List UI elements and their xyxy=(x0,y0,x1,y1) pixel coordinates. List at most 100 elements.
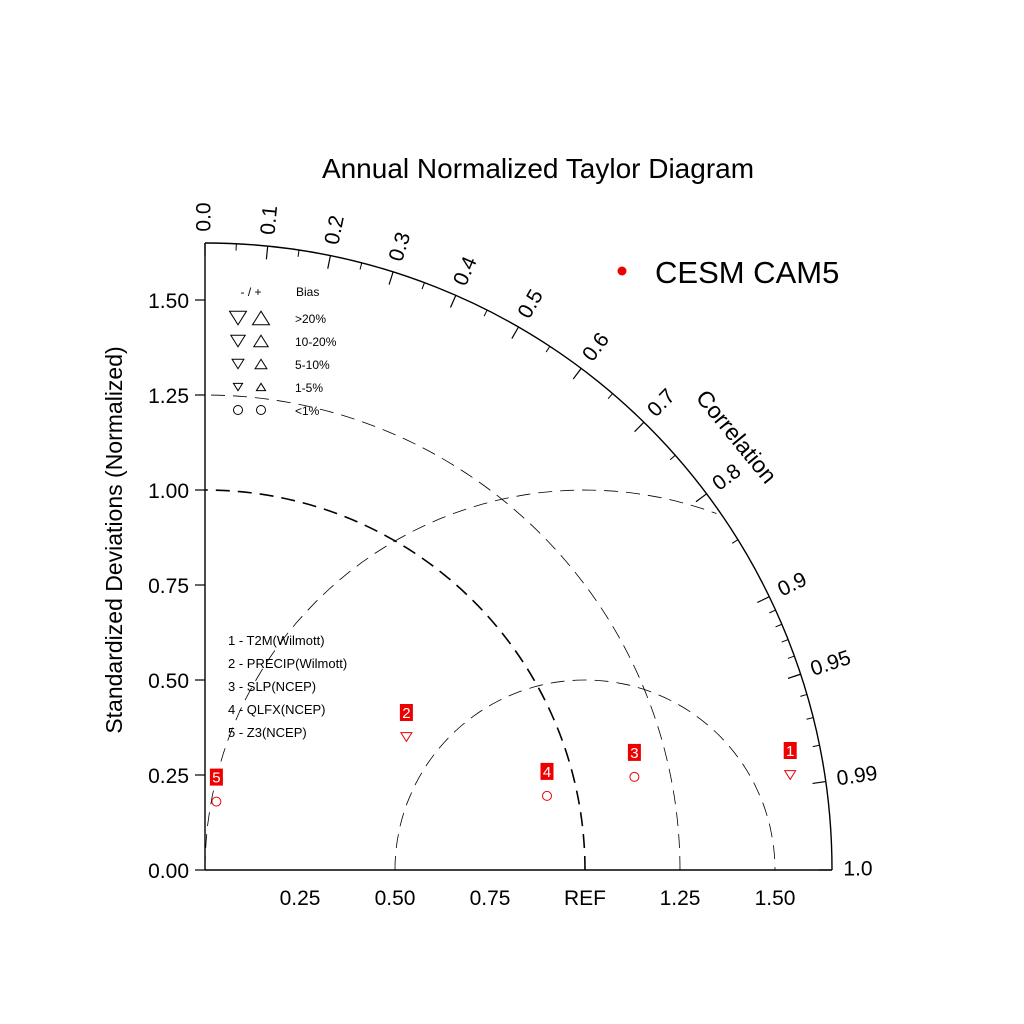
data-point-1 xyxy=(783,770,797,781)
bias-legend-header-label: Bias xyxy=(296,285,319,299)
bias-legend-up-marker xyxy=(256,405,266,415)
correlation-tick-label: 0.0 xyxy=(193,202,216,231)
correlation-minor-tick xyxy=(781,639,789,643)
case-legend-item: 4 - QLFX(NCEP) xyxy=(228,702,326,717)
correlation-tick xyxy=(634,421,645,433)
correlation-tick-label: 0.5 xyxy=(513,286,548,323)
y-tick-label: 1.50 xyxy=(148,290,189,313)
correlation-minor-tick xyxy=(297,250,300,257)
correlation-minor-tick xyxy=(800,693,808,697)
correlation-minor-tick xyxy=(421,282,425,290)
correlation-tick-label: 0.3 xyxy=(385,229,416,264)
x-tick-label: 0.50 xyxy=(375,887,416,910)
correlation-tick xyxy=(511,326,520,339)
y-axis-label: Standardized Deviations (Normalized) xyxy=(101,346,127,733)
rmsd-arc-1 xyxy=(204,489,717,871)
bias-legend-down-marker xyxy=(231,358,245,370)
bias-legend-range: >20% xyxy=(295,312,326,326)
x-tick-label: 0.75 xyxy=(470,887,511,910)
correlation-arc xyxy=(204,242,833,871)
bias-legend-range: 10-20% xyxy=(295,335,337,349)
correlation-tick-label: 0.7 xyxy=(643,385,680,422)
correlation-tick-label: 0.2 xyxy=(320,213,348,246)
bias-legend-range: <1% xyxy=(295,404,320,418)
axes-layer: 0.000.250.500.751.001.251.500.25 0.50 0.75… xyxy=(148,202,879,910)
data-label-5: 5 xyxy=(212,770,220,787)
x-tick-label: 1.50 xyxy=(755,887,796,910)
correlation-tick-label: 0.6 xyxy=(578,328,614,365)
y-tick-label: 0.75 xyxy=(148,575,189,598)
case-legend-item: 5 - Z3(NCEP) xyxy=(228,725,307,740)
bias-legend-range: 1-5% xyxy=(295,381,323,395)
correlation-tick-label: 0.95 xyxy=(808,646,854,681)
y-tick-label: 0.50 xyxy=(148,670,189,693)
chart-title: Annual Normalized Taylor Diagram xyxy=(322,153,754,184)
y-tick-label: 1.00 xyxy=(148,480,189,503)
bias-legend-down-marker xyxy=(228,310,248,326)
data-label-box-4 xyxy=(540,762,554,780)
correlation-tick xyxy=(812,780,826,785)
correlation-minor-tick xyxy=(769,609,776,614)
data-point-2 xyxy=(399,732,413,743)
sd-arc-0 xyxy=(204,489,586,871)
points-layer: 1 2 3 4 5 xyxy=(209,704,797,807)
correlation-tick xyxy=(265,246,269,260)
correlation-tick xyxy=(757,596,770,604)
bias-legend-up-marker xyxy=(254,358,268,370)
correlation-tick xyxy=(572,368,582,380)
legend-marker xyxy=(617,266,627,276)
correlation-minor-tick xyxy=(731,539,739,544)
x-tick-label: REF xyxy=(564,887,606,910)
correlation-minor-tick xyxy=(669,454,676,461)
correlation-minor-tick xyxy=(787,655,795,659)
data-point-5 xyxy=(211,796,222,807)
correlation-tick-label: 1.0 xyxy=(843,858,872,881)
data-point-4 xyxy=(542,790,552,801)
correlation-minor-tick xyxy=(483,309,488,317)
bias-legend-up-marker xyxy=(252,334,270,348)
correlation-minor-tick xyxy=(545,346,551,353)
legend-label: CESM CAM5 xyxy=(655,255,839,290)
case-legend-item: 1 - T2M(Wilmott) xyxy=(228,633,325,648)
correlation-tick-label: 0.4 xyxy=(449,253,482,289)
data-label-box-5 xyxy=(209,768,223,786)
x-tick-label: 1.25 xyxy=(660,887,701,910)
sd-arc-1 xyxy=(204,394,681,871)
data-label-3: 3 xyxy=(630,745,638,762)
rmsd-arc-0 xyxy=(394,679,776,871)
bias-legend-down-marker xyxy=(232,382,244,392)
grid-layer xyxy=(204,394,776,871)
bias-legend-down-marker xyxy=(229,334,247,348)
data-label-box-1 xyxy=(783,742,797,759)
bias-legend-up-marker xyxy=(251,310,271,326)
correlation-tick-label: 0.99 xyxy=(835,762,879,791)
bias-legend-down-marker xyxy=(233,405,243,415)
correlation-tick xyxy=(787,673,801,679)
y-tick-label: 0.25 xyxy=(148,765,189,788)
correlation-minor-tick xyxy=(812,744,820,748)
data-label-box-3 xyxy=(627,743,641,761)
correlation-tick-label: 0.8 xyxy=(708,460,745,496)
correlation-tick xyxy=(327,255,331,269)
correlation-tick xyxy=(695,493,707,503)
legend-layer: CESM CAM5 - / + Bias >20% 10-20% 5-10% 1-5% <1%… xyxy=(228,255,839,740)
correlation-minor-tick xyxy=(775,623,783,628)
x-tick-label: 0.25 xyxy=(280,887,321,910)
data-label-1: 1 xyxy=(786,743,794,760)
correlation-minor-tick xyxy=(607,393,613,400)
data-point-3 xyxy=(629,771,640,782)
y-tick-label: 1.25 xyxy=(148,385,189,408)
correlation-tick-label: 0.9 xyxy=(774,568,810,601)
correlation-minor-tick xyxy=(359,262,363,270)
case-legend-item: 2 - PRECIP(Wilmott) xyxy=(228,656,347,671)
correlation-tick xyxy=(388,271,394,285)
data-label-4: 4 xyxy=(543,764,551,781)
correlation-tick-label: 0.1 xyxy=(256,205,282,236)
bias-legend-range: 5-10% xyxy=(295,358,330,372)
bias-legend-header-symbols: - / + xyxy=(240,285,261,299)
case-legend-item: 3 - SLP(NCEP) xyxy=(228,679,316,694)
correlation-tick xyxy=(449,295,457,308)
correlation-minor-tick xyxy=(806,717,814,720)
data-label-box-2 xyxy=(399,704,413,721)
